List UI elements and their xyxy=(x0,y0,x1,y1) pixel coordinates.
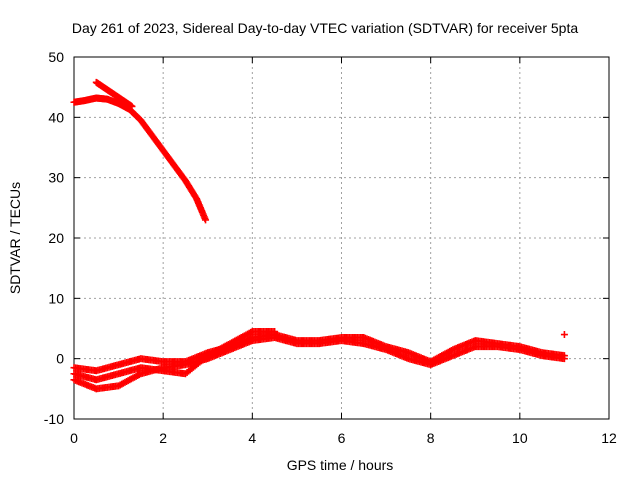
data-point xyxy=(271,328,279,336)
x-tick-label: 12 xyxy=(601,430,617,446)
series-low-band-c xyxy=(70,328,279,384)
x-tick-label: 2 xyxy=(159,430,167,446)
chart-title: Day 261 of 2023, Sidereal Day-to-day VTE… xyxy=(72,20,579,36)
data-point xyxy=(202,216,210,224)
data-point xyxy=(128,102,136,110)
series-late-outlier xyxy=(560,331,568,339)
x-tick-label: 0 xyxy=(70,430,78,446)
axis-ticks: 0 2 4 6 8 10 12 -10 0 10 20 30 40 50 xyxy=(44,49,617,446)
y-tick-label: 40 xyxy=(48,109,64,125)
series-arc-early-descending xyxy=(70,94,210,224)
y-tick-label: 20 xyxy=(48,230,64,246)
data-point xyxy=(560,355,568,363)
y-tick-label: 10 xyxy=(48,290,64,306)
y-tick-label: 0 xyxy=(56,351,64,367)
x-tick-label: 4 xyxy=(248,430,256,446)
x-tick-label: 8 xyxy=(427,430,435,446)
grid-lines xyxy=(74,57,609,419)
y-axis-label: SDTVAR / TECUs xyxy=(7,182,23,294)
y-tick-label: -10 xyxy=(44,411,64,427)
series-arc-early-short xyxy=(92,78,136,110)
x-tick-label: 6 xyxy=(338,430,346,446)
data-point xyxy=(560,331,568,339)
x-tick-label: 10 xyxy=(512,430,528,446)
y-tick-label: 50 xyxy=(48,49,64,65)
data-points xyxy=(70,78,568,393)
y-tick-label: 30 xyxy=(48,170,64,186)
x-axis-label: GPS time / hours xyxy=(287,457,394,473)
